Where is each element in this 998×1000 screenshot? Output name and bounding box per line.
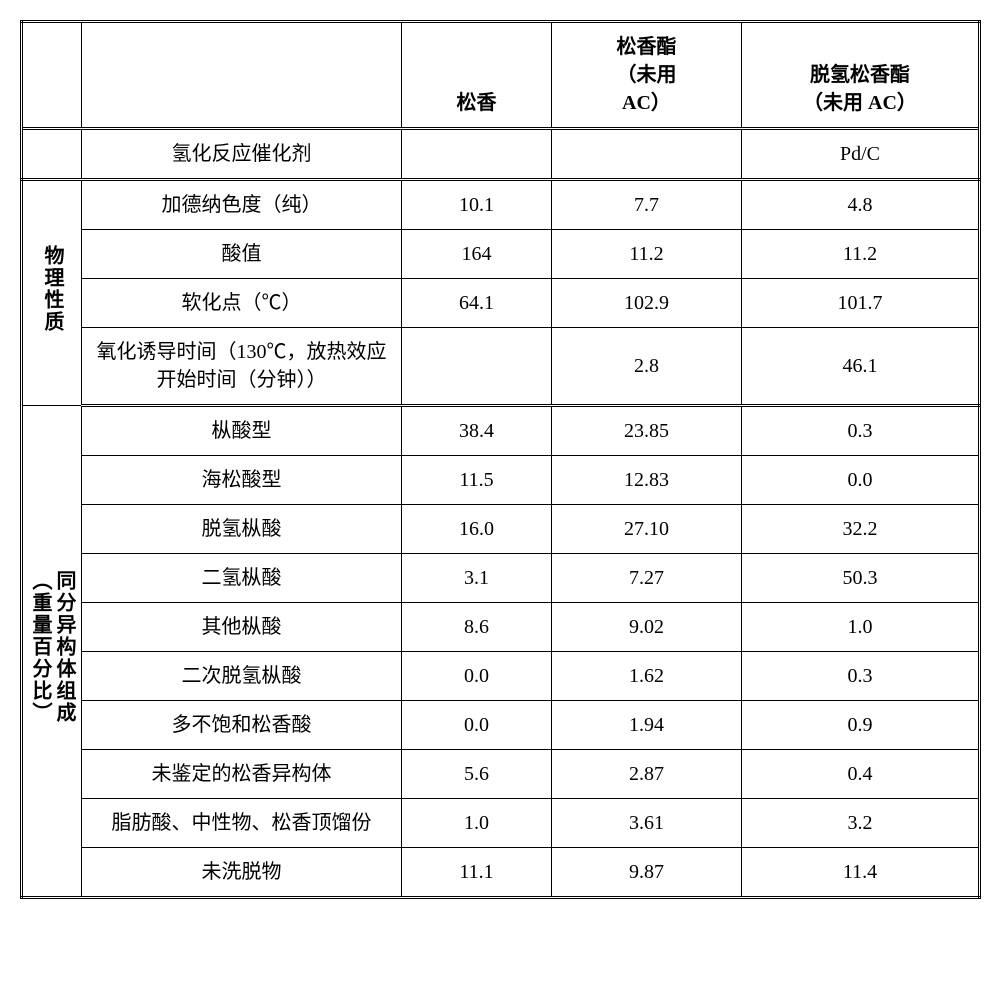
s2r8-c3: 3.61 (552, 799, 742, 848)
s2r2-c4: 32.2 (742, 505, 980, 554)
s2r4-label: 其他枞酸 (82, 603, 402, 652)
s2r5-c2: 0.0 (402, 652, 552, 701)
s2r0-label: 枞酸型 (82, 406, 402, 456)
col-header-dehydro-l2: （未用 AC） (803, 92, 917, 114)
s1r3-label: 氧化诱导时间（130℃，放热效应开始时间（分钟）） (82, 328, 402, 406)
s2r7-c3: 2.87 (552, 750, 742, 799)
s1r0-c3: 7.7 (552, 180, 742, 230)
s1r0-label: 加德纳色度（纯） (82, 180, 402, 230)
header-blank-1 (82, 22, 402, 129)
s2r1-c3: 12.83 (552, 456, 742, 505)
catalyst-c3 (552, 129, 742, 180)
s2-row-1: 海松酸型 11.5 12.83 0.0 (22, 456, 980, 505)
s2r0-c3: 23.85 (552, 406, 742, 456)
s2r8-c2: 1.0 (402, 799, 552, 848)
s2-row-8: 脂肪酸、中性物、松香顶馏份 1.0 3.61 3.2 (22, 799, 980, 848)
catalyst-blank (22, 129, 82, 180)
s2r1-c4: 0.0 (742, 456, 980, 505)
s2r7-c4: 0.4 (742, 750, 980, 799)
s2r6-c2: 0.0 (402, 701, 552, 750)
s2-row-2: 脱氢枞酸 16.0 27.10 32.2 (22, 505, 980, 554)
s2r5-c3: 1.62 (552, 652, 742, 701)
section2-title: 同分异构体组成 （重量百分比） (28, 570, 76, 724)
s2r9-label: 未洗脱物 (82, 848, 402, 898)
s1r1-c3: 11.2 (552, 230, 742, 279)
col-header-rosin-ester-l3: AC） (622, 92, 671, 114)
s1r0-c2: 10.1 (402, 180, 552, 230)
s1-row-0: 物理性质 加德纳色度（纯） 10.1 7.7 4.8 (22, 180, 980, 230)
s2r3-c3: 7.27 (552, 554, 742, 603)
s1-row-2: 软化点（℃） 64.1 102.9 101.7 (22, 279, 980, 328)
s1r2-c2: 64.1 (402, 279, 552, 328)
s1-row-1: 酸值 164 11.2 11.2 (22, 230, 980, 279)
s1r2-c4: 101.7 (742, 279, 980, 328)
header-blank-0 (22, 22, 82, 129)
s1r3-c3: 2.8 (552, 328, 742, 406)
s1r0-c4: 4.8 (742, 180, 980, 230)
s1r3-c4: 46.1 (742, 328, 980, 406)
s2r5-c4: 0.3 (742, 652, 980, 701)
col-header-rosin-ester-l1: 松香酯 (617, 36, 677, 58)
s1r2-label: 软化点（℃） (82, 279, 402, 328)
s2r7-c2: 5.6 (402, 750, 552, 799)
s2r3-label: 二氢枞酸 (82, 554, 402, 603)
s1r1-label: 酸值 (82, 230, 402, 279)
s2r6-label: 多不饱和松香酸 (82, 701, 402, 750)
s2r4-c3: 9.02 (552, 603, 742, 652)
s2r7-label: 未鉴定的松香异构体 (82, 750, 402, 799)
section2-title-l1: 同分异构体组成 (52, 570, 76, 724)
catalyst-label: 氢化反应催化剂 (82, 129, 402, 180)
header-row: 松香 松香酯 （未用 AC） 脱氢松香酯 （未用 AC） (22, 22, 980, 129)
s2r4-c2: 8.6 (402, 603, 552, 652)
s2r3-c4: 50.3 (742, 554, 980, 603)
s2-row-7: 未鉴定的松香异构体 5.6 2.87 0.4 (22, 750, 980, 799)
s2r9-c3: 9.87 (552, 848, 742, 898)
s2r1-c2: 11.5 (402, 456, 552, 505)
s2r4-c4: 1.0 (742, 603, 980, 652)
section2-title-cell: 同分异构体组成 （重量百分比） (22, 406, 82, 898)
col-header-rosin-ester: 松香酯 （未用 AC） (552, 22, 742, 129)
col-header-dehydro-rosin-ester: 脱氢松香酯 （未用 AC） (742, 22, 980, 129)
section2-title-l2: （重量百分比） (28, 570, 52, 724)
s2r0-c2: 38.4 (402, 406, 552, 456)
s1r1-c2: 164 (402, 230, 552, 279)
catalyst-row: 氢化反应催化剂 Pd/C (22, 129, 980, 180)
s2r6-c4: 0.9 (742, 701, 980, 750)
s2r5-label: 二次脱氢枞酸 (82, 652, 402, 701)
col-header-rosin-ester-l2: （未用 (617, 64, 677, 86)
properties-table: 松香 松香酯 （未用 AC） 脱氢松香酯 （未用 AC） 氢化反应催化剂 Pd/… (20, 20, 981, 899)
s2r9-c2: 11.1 (402, 848, 552, 898)
s2r1-label: 海松酸型 (82, 456, 402, 505)
s1-row-3: 氧化诱导时间（130℃，放热效应开始时间（分钟）） 2.8 46.1 (22, 328, 980, 406)
section1-title: 物理性质 (40, 245, 64, 333)
s2-row-0: 同分异构体组成 （重量百分比） 枞酸型 38.4 23.85 0.3 (22, 406, 980, 456)
s2r8-label: 脂肪酸、中性物、松香顶馏份 (82, 799, 402, 848)
s2r9-c4: 11.4 (742, 848, 980, 898)
s2r3-c2: 3.1 (402, 554, 552, 603)
s1r2-c3: 102.9 (552, 279, 742, 328)
s2r6-c3: 1.94 (552, 701, 742, 750)
s1r3-c2 (402, 328, 552, 406)
s2-row-9: 未洗脱物 11.1 9.87 11.4 (22, 848, 980, 898)
s2-row-5: 二次脱氢枞酸 0.0 1.62 0.3 (22, 652, 980, 701)
catalyst-c2 (402, 129, 552, 180)
col-header-dehydro-l1: 脱氢松香酯 (810, 64, 910, 86)
s2-row-3: 二氢枞酸 3.1 7.27 50.3 (22, 554, 980, 603)
s2-row-4: 其他枞酸 8.6 9.02 1.0 (22, 603, 980, 652)
s2r2-c2: 16.0 (402, 505, 552, 554)
s2r2-label: 脱氢枞酸 (82, 505, 402, 554)
col-header-rosin: 松香 (402, 22, 552, 129)
s2r0-c4: 0.3 (742, 406, 980, 456)
s2r8-c4: 3.2 (742, 799, 980, 848)
s1r1-c4: 11.2 (742, 230, 980, 279)
s2r2-c3: 27.10 (552, 505, 742, 554)
s2-row-6: 多不饱和松香酸 0.0 1.94 0.9 (22, 701, 980, 750)
catalyst-c4: Pd/C (742, 129, 980, 180)
section1-title-cell: 物理性质 (22, 180, 82, 406)
